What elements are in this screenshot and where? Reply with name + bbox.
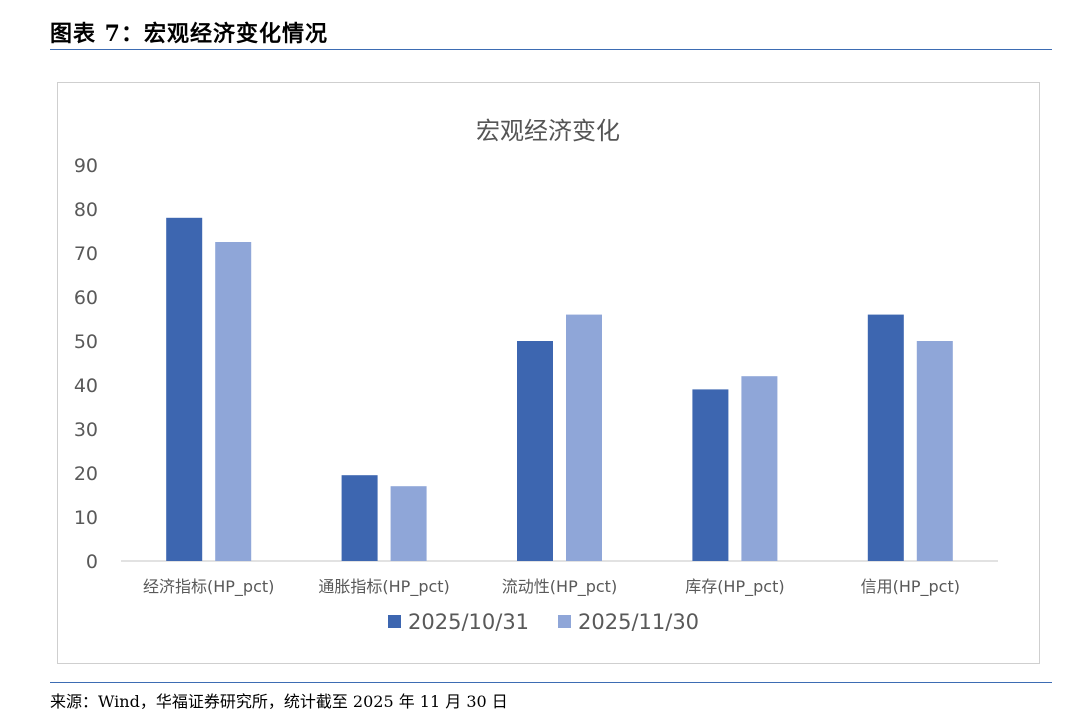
source-note: 来源：Wind，华福证券研究所，统计截至 2025 年 11 月 30 日 <box>50 692 508 711</box>
bar <box>341 475 378 561</box>
bars-group <box>166 217 953 562</box>
bar <box>166 217 203 562</box>
chart-title: 宏观经济变化 <box>476 117 620 145</box>
x-tick-label: 经济指标(HP_pct) <box>143 577 274 597</box>
legend-swatch <box>388 615 401 628</box>
x-tick-label: 通胀指标(HP_pct) <box>318 577 449 597</box>
legend-label: 2025/10/31 <box>408 610 529 634</box>
y-axis-ticks: 0 10 20 30 40 50 60 70 80 90 <box>74 155 98 573</box>
y-tick-label: 0 <box>86 551 98 573</box>
legend-label: 2025/11/30 <box>578 610 699 634</box>
bar <box>390 486 427 561</box>
bar <box>741 376 778 561</box>
footer-rule <box>50 682 1052 683</box>
y-tick-label: 80 <box>74 199 98 221</box>
bar-chart: 宏观经济变化 0 10 20 30 40 50 60 70 80 90 经济指标(HP_pct) 通… <box>74 117 998 634</box>
y-tick-label: 50 <box>74 331 98 353</box>
y-tick-label: 90 <box>74 155 98 177</box>
y-tick-label: 10 <box>74 507 98 529</box>
bar <box>215 242 252 561</box>
bar <box>566 314 602 561</box>
y-tick-label: 60 <box>74 287 98 309</box>
figure-footer: 来源：Wind，华福证券研究所，统计截至 2025 年 11 月 30 日 <box>50 682 1052 722</box>
bar <box>867 314 904 561</box>
bar <box>916 341 953 561</box>
y-tick-label: 70 <box>74 243 98 265</box>
figure-title: 图表 7：宏观经济变化情况 <box>50 21 328 47</box>
header-rule <box>50 49 1052 50</box>
figure-header: 图表 7：宏观经济变化情况 <box>50 14 1052 50</box>
y-tick-label: 40 <box>74 375 98 397</box>
legend: 2025/10/31 2025/11/30 <box>388 610 699 634</box>
chart-frame: 宏观经济变化 0 10 20 30 40 50 60 70 80 90 经济指标(HP_pct) 通… <box>57 82 1040 664</box>
x-tick-label: 流动性(HP_pct) <box>502 577 617 597</box>
y-tick-label: 30 <box>74 419 98 441</box>
y-tick-label: 20 <box>74 463 98 485</box>
legend-swatch <box>558 615 571 628</box>
x-tick-label: 信用(HP_pct) <box>861 577 960 597</box>
bar <box>517 341 553 561</box>
x-tick-label: 库存(HP_pct) <box>685 577 784 597</box>
x-axis-labels: 经济指标(HP_pct) 通胀指标(HP_pct) 流动性(HP_pct) 库存(HP… <box>143 577 960 597</box>
bar <box>692 389 729 561</box>
